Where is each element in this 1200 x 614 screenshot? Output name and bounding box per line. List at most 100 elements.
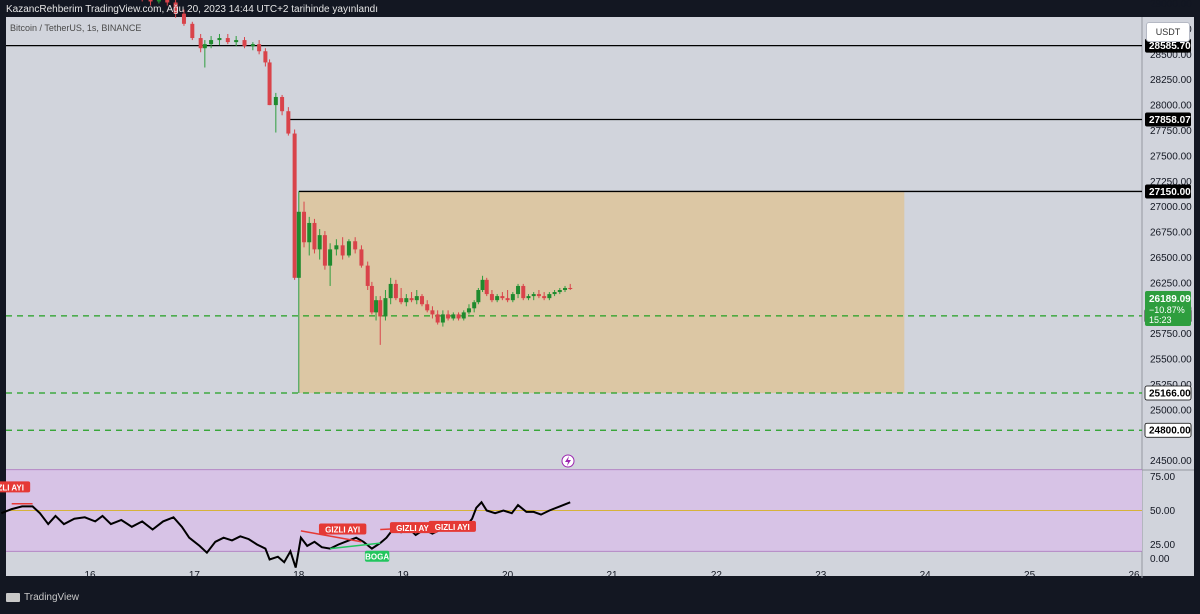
candle xyxy=(521,283,526,301)
candle xyxy=(568,283,573,291)
candle xyxy=(340,237,345,260)
candle-body xyxy=(173,2,178,14)
price-tick-label: 25500.00 xyxy=(1150,355,1192,366)
rsi-line xyxy=(0,500,571,568)
candle xyxy=(225,33,230,45)
candle xyxy=(552,290,557,297)
price-tick-label: 25750.00 xyxy=(1150,329,1192,340)
rsi-annotation-bg xyxy=(0,481,31,493)
symbol-line: Bitcoin / TetherUS, 1s, BINANCE xyxy=(10,23,142,33)
candle xyxy=(378,296,383,345)
price-level-tag-bg xyxy=(1144,385,1192,401)
candle-body xyxy=(542,296,547,299)
candle xyxy=(425,300,430,313)
candle xyxy=(307,216,312,256)
candle-body xyxy=(440,314,445,323)
candle xyxy=(369,281,374,315)
time-tick-label: 16 xyxy=(84,570,96,581)
candle-body xyxy=(322,235,327,266)
lightning-icon[interactable] xyxy=(561,454,575,468)
candle-body xyxy=(148,0,153,2)
candle xyxy=(451,312,456,321)
candle-body xyxy=(334,245,339,250)
candle xyxy=(328,243,333,286)
candle xyxy=(267,59,272,106)
candle xyxy=(531,292,536,301)
published-line: KazancRehberim TradingView.com, Ağu 20, … xyxy=(6,4,378,15)
current-price-tag-bg xyxy=(1145,291,1191,326)
candle xyxy=(484,277,489,297)
price-tick-label: 24500.00 xyxy=(1150,456,1192,467)
price-level-tag: 27858.07 xyxy=(1145,112,1191,127)
candle xyxy=(495,294,500,303)
candle-body xyxy=(250,44,255,47)
candle-body xyxy=(374,300,379,313)
candle-body xyxy=(526,296,531,299)
candle-body xyxy=(359,249,364,266)
candle-body xyxy=(307,222,312,243)
rsi-tick-label: 0.00 xyxy=(1150,554,1170,565)
candle-body xyxy=(225,38,230,43)
candle xyxy=(547,292,552,301)
rsi-divergence-line xyxy=(330,542,381,550)
candle xyxy=(383,290,388,321)
candle-body xyxy=(472,302,477,309)
time-tick-label: 25 xyxy=(1024,570,1036,581)
candle xyxy=(489,290,494,303)
rsi-annotation-label: GIZLI AYI xyxy=(325,526,360,535)
rsi-annotation-bg xyxy=(364,550,390,562)
candle xyxy=(302,201,307,248)
price-level-tag: 27150.00 xyxy=(1145,184,1191,199)
candle xyxy=(141,0,143,2)
candle-body xyxy=(369,285,374,313)
candle-body xyxy=(516,285,521,295)
rsi-annotation-bg xyxy=(318,523,367,535)
candle-body xyxy=(510,294,515,301)
price-tick-label: 28250.00 xyxy=(1150,75,1192,86)
candle-body xyxy=(165,0,170,3)
candle-body xyxy=(484,279,489,295)
footer-brand: TradingView xyxy=(6,592,79,603)
candle xyxy=(435,310,440,325)
price-level-tag-label: 24800.00 xyxy=(1149,426,1191,437)
price-tick-label: 26500.00 xyxy=(1150,253,1192,264)
lightning-icon-bolt xyxy=(565,456,571,466)
candle xyxy=(273,92,278,133)
time-tick-label: 26 xyxy=(1128,570,1140,581)
candle xyxy=(292,129,297,280)
candle-body xyxy=(500,296,505,299)
current-price-tag: 26189.09−10.87%15:23 xyxy=(1145,291,1191,326)
rsi-annotation: GIZLI AYI xyxy=(318,523,367,535)
candle xyxy=(456,312,461,321)
candle xyxy=(217,33,222,46)
candle-body xyxy=(461,312,466,319)
currency-button[interactable]: USDT xyxy=(1146,22,1190,42)
candle-body xyxy=(451,314,456,319)
candle xyxy=(209,36,214,49)
candle-body xyxy=(257,44,262,52)
candle-body xyxy=(267,62,272,106)
candle xyxy=(419,294,424,307)
candle-body xyxy=(480,279,485,291)
candle-body xyxy=(365,265,370,286)
current-price-countdown: 15:23 xyxy=(1149,315,1172,325)
candle xyxy=(181,9,186,26)
candle xyxy=(461,310,466,321)
price-level-tag-bg xyxy=(1145,112,1191,127)
candle-body xyxy=(563,287,568,291)
candle xyxy=(374,296,379,321)
candle xyxy=(190,21,195,41)
price-tick-label: 29000.00 xyxy=(1150,0,1192,10)
price-tick-label: 26750.00 xyxy=(1150,228,1192,239)
rsi-annotation-label: GIZLI AYI xyxy=(0,483,24,492)
price-tick-label: 27250.00 xyxy=(1150,177,1192,188)
time-tick-label: 24 xyxy=(920,570,932,581)
candle xyxy=(286,107,291,136)
rsi-annotation-bg xyxy=(428,520,476,532)
price-tick-label: 27750.00 xyxy=(1150,126,1192,137)
candle xyxy=(409,292,414,303)
candle-body xyxy=(328,249,333,266)
candle xyxy=(250,42,255,51)
price-level-tag: 25166.00 xyxy=(1144,385,1192,401)
